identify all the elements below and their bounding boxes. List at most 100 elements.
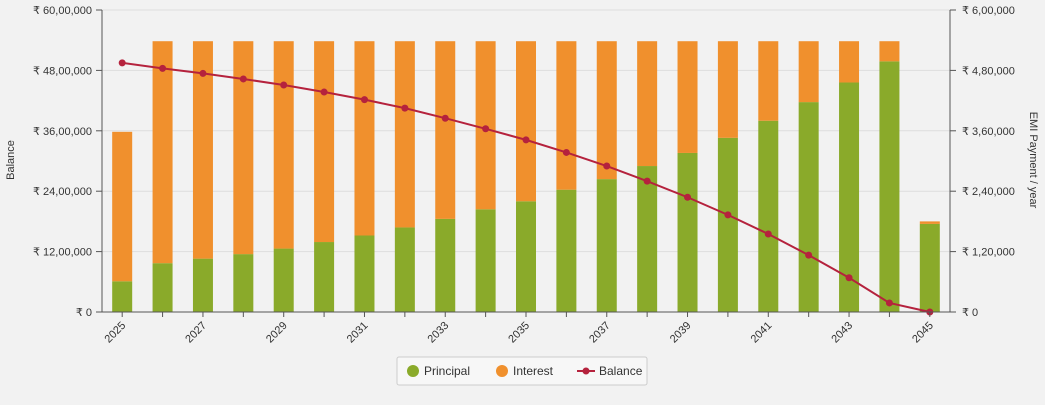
bar-interest [717,41,738,138]
bar-principal [314,242,335,312]
legend-item-interest[interactable]: Interest [496,364,554,378]
y2-axis-title: EMI Payment / year [1027,112,1039,209]
bar-interest [314,41,335,243]
balance-point [159,64,167,72]
bar-interest [354,41,375,236]
bar-principal [394,227,415,312]
bar-interest [152,41,173,264]
bar-interest [516,41,536,202]
bar-principal [273,248,294,312]
bar-interest [556,41,577,190]
bar-principal [798,102,819,312]
x-tick-label: 2025 [103,320,129,346]
x-tick-label: 2035 [506,320,532,346]
bar-interest [919,221,940,224]
bar-principal [112,281,133,312]
bar-principal [475,209,496,312]
balance-point [764,230,772,238]
y-axis-title: Balance [5,140,17,180]
bar-principal [717,137,738,312]
x-tick-label: 2031 [345,320,371,346]
legend-item-principal[interactable]: Principal [407,364,470,378]
bar-interest [273,41,294,249]
bar-principal [192,258,213,312]
balance-point [885,299,893,307]
bar-interest [677,41,698,153]
bar-interest [192,41,213,259]
balance-line-layer [118,59,934,316]
bar-interest [394,41,415,228]
x-tick-label: 2045 [910,320,936,346]
balance-point [643,177,651,185]
legend-item-balance[interactable]: Balance [577,364,643,378]
balance-point [603,162,611,170]
y2-tick-label: ₹ 1,20,000 [962,247,1015,259]
bar-interest [798,41,819,103]
balance-point [401,104,409,112]
x-tick-label: 2043 [829,320,855,346]
legend-principal-label: Principal [424,364,470,378]
x-tick-label: 2033 [426,320,452,346]
bar-principal [435,218,456,312]
x-tick-label: 2037 [587,320,613,346]
bar-interest [112,131,133,282]
legend-balance-marker [582,367,590,375]
balance-point [724,211,732,219]
bars-layer [112,41,940,313]
balance-point [118,59,126,67]
bar-principal [152,263,173,312]
y2-tick-label: ₹ 4,80,000 [962,65,1015,77]
bar-interest [475,41,496,210]
y2-tick-label: ₹ 6,00,000 [962,5,1015,17]
legend: Principal Interest Balance [396,356,648,386]
y2-tick-label: ₹ 0 [962,307,978,319]
bar-interest [839,41,860,83]
y-tick-label: ₹ 0 [76,307,92,319]
balance-point [239,75,247,83]
bar-principal [919,223,940,312]
y-tick-label: ₹ 24,00,000 [33,186,92,198]
bar-interest [435,41,456,219]
bar-interest [758,41,779,121]
bar-principal [839,82,860,312]
y2-tick-label: ₹ 2,40,000 [962,186,1015,198]
balance-point [845,274,853,282]
bar-principal [556,189,577,312]
x-tick-label: 2039 [668,320,694,346]
bar-principal [516,201,536,312]
balance-point [360,96,368,104]
y-tick-label: ₹ 12,00,000 [33,247,92,259]
bar-principal [596,179,617,312]
x-tick-label: 2027 [183,320,209,346]
legend-interest-label: Interest [513,364,554,378]
y-tick-label: ₹ 60,00,000 [33,5,92,17]
balance-point [482,125,490,133]
bar-principal [879,61,900,313]
bar-interest [596,41,617,180]
balance-point [805,251,813,259]
legend-interest-marker [496,365,508,377]
bar-principal [233,254,254,312]
bar-interest [233,41,254,255]
balance-point [320,88,328,96]
balance-point [280,81,288,89]
balance-point [684,193,692,201]
legend-balance-label: Balance [599,364,643,378]
bar-interest [637,41,658,167]
balance-point [441,114,449,122]
bar-principal [354,235,375,312]
y-tick-label: ₹ 36,00,000 [33,126,92,138]
x-tick-label: 2029 [264,320,290,346]
balance-point [522,136,530,144]
y2-tick-label: ₹ 3,60,000 [962,126,1015,138]
x-tick-label: 2041 [749,320,775,346]
legend-principal-marker [407,365,419,377]
balance-point [562,148,570,156]
bar-principal [637,166,658,312]
bar-principal [677,152,698,312]
bar-interest [879,41,900,62]
legend-box [396,356,648,386]
balance-point [199,69,207,77]
